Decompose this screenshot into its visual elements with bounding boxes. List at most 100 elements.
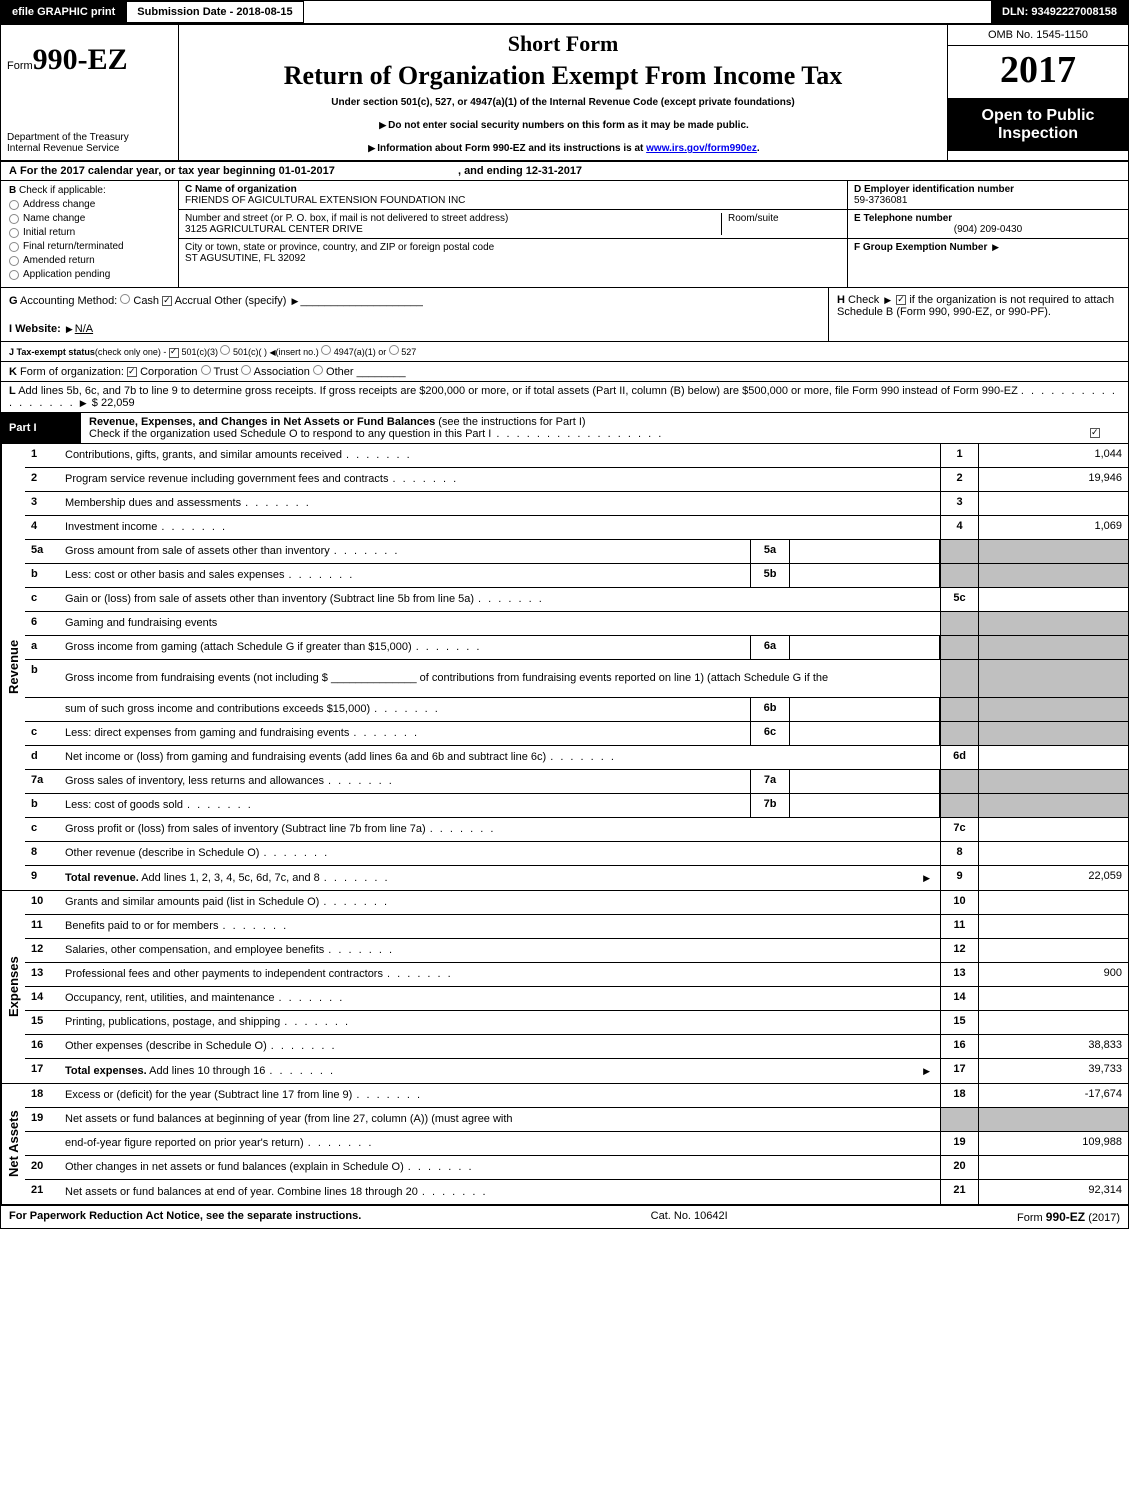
line-number: 14 xyxy=(25,987,61,1010)
amount-cell xyxy=(978,612,1128,635)
website-value: N/A xyxy=(75,323,93,335)
line-description: Gross profit or (loss) from sales of inv… xyxy=(61,818,940,841)
amount-cell: 1,069 xyxy=(978,516,1128,539)
b-label: B xyxy=(9,185,16,196)
right-line-number xyxy=(940,770,978,793)
527-radio[interactable] xyxy=(389,345,399,355)
501c-radio[interactable] xyxy=(220,345,230,355)
j-note: (check only one) - xyxy=(95,347,167,357)
part-i-badge: Part I xyxy=(1,413,81,443)
sub-line-value xyxy=(790,540,940,563)
street-label: Number and street (or P. O. box, if mail… xyxy=(185,213,721,224)
applicable-radio[interactable] xyxy=(9,242,19,252)
cash-radio[interactable] xyxy=(120,294,130,304)
line-k: K Form of organization: Corporation Trus… xyxy=(1,362,1128,382)
irs-url-link[interactable]: www.irs.gov/form990ez xyxy=(646,143,757,154)
line-description: Gross income from fundraising events (no… xyxy=(61,660,940,697)
part-i-note: (see the instructions for Part I) xyxy=(438,416,585,428)
assoc-radio[interactable] xyxy=(241,365,251,375)
short-form-title: Short Form xyxy=(189,31,937,57)
d-label: D Employer identification number xyxy=(854,184,1122,195)
right-line-number: 13 xyxy=(940,963,978,986)
net-assets-section: Net Assets 18Excess or (deficit) for the… xyxy=(1,1084,1128,1206)
dots xyxy=(187,799,253,811)
applicable-radio[interactable] xyxy=(9,270,19,280)
applicable-radio[interactable] xyxy=(9,214,19,224)
right-line-number xyxy=(940,698,978,721)
j-label: J Tax-exempt status xyxy=(9,347,95,357)
dots xyxy=(387,968,453,980)
amount-cell xyxy=(978,588,1128,611)
amount-cell: 900 xyxy=(978,963,1128,986)
amount-cell: 19,946 xyxy=(978,468,1128,491)
line-description: Net assets or fund balances at end of ye… xyxy=(61,1180,940,1204)
other-radio[interactable] xyxy=(313,365,323,375)
line-number: 15 xyxy=(25,1011,61,1034)
l-amount: $ 22,059 xyxy=(92,397,135,409)
sub-line-value xyxy=(790,794,940,817)
table-row: cGross profit or (loss) from sales of in… xyxy=(25,818,1128,842)
part-i-title-text: Revenue, Expenses, and Changes in Net As… xyxy=(89,416,435,428)
accrual-label: Accrual xyxy=(175,295,212,307)
line-description: Contributions, gifts, grants, and simila… xyxy=(61,444,940,467)
dots xyxy=(161,521,227,533)
amount-cell: 1,044 xyxy=(978,444,1128,467)
line-number: 13 xyxy=(25,963,61,986)
check-if-applicable: B Check if applicable: Address changeNam… xyxy=(1,181,179,287)
a-text: For the 2017 calendar year, or tax year … xyxy=(20,165,335,177)
efile-print-button[interactable]: efile GRAPHIC print xyxy=(1,1,126,23)
amount-cell xyxy=(978,987,1128,1010)
sub-line-label: 7b xyxy=(750,794,790,817)
dots xyxy=(491,428,663,440)
k-label: K xyxy=(9,366,17,378)
h-checkbox[interactable] xyxy=(896,295,906,305)
corp-checkbox[interactable] xyxy=(127,367,137,377)
right-line-number: 12 xyxy=(940,939,978,962)
treasury-dept: Department of the Treasury xyxy=(7,132,172,143)
line-number: c xyxy=(25,818,61,841)
applicable-radio[interactable] xyxy=(9,228,19,238)
submission-date: Submission Date - 2018-08-15 xyxy=(126,1,303,23)
line-description: Program service revenue including govern… xyxy=(61,468,940,491)
accrual-checkbox[interactable] xyxy=(162,296,172,306)
4947-radio[interactable] xyxy=(321,345,331,355)
check-label: Check if applicable: xyxy=(19,185,106,196)
applicable-label: Amended return xyxy=(23,255,95,266)
501c3-checkbox[interactable] xyxy=(169,348,179,358)
sub-line-label: 6c xyxy=(750,722,790,745)
part-i-header-row: Part I Revenue, Expenses, and Changes in… xyxy=(1,413,1128,444)
amount-cell xyxy=(978,915,1128,938)
right-line-number: 17 xyxy=(940,1059,978,1083)
sub-line-label: 6a xyxy=(750,636,790,659)
applicable-radio[interactable] xyxy=(9,200,19,210)
accounting-website-block: G Accounting Method: Cash Accrual Other … xyxy=(1,288,1128,342)
line-number: 6 xyxy=(25,612,61,635)
line-description: Less: cost or other basis and sales expe… xyxy=(61,564,750,587)
table-row: 17Total expenses. Add lines 10 through 1… xyxy=(25,1059,1128,1083)
h-label: H xyxy=(837,294,845,306)
501c-label: 501(c)( ) xyxy=(233,347,267,357)
checkbox-item: Initial return xyxy=(9,227,170,238)
schedule-o-checkbox[interactable] xyxy=(1090,428,1100,438)
dots xyxy=(346,449,412,461)
line-number: 4 xyxy=(25,516,61,539)
501c3-label: 501(c)(3) xyxy=(181,347,218,357)
info-line: Information about Form 990-EZ and its in… xyxy=(189,143,937,154)
trust-radio[interactable] xyxy=(201,365,211,375)
table-row: 13Professional fees and other payments t… xyxy=(25,963,1128,987)
corp-label: Corporation xyxy=(140,366,197,378)
line-number: 5a xyxy=(25,540,61,563)
line-description: Net assets or fund balances at beginning… xyxy=(61,1108,940,1131)
dots xyxy=(353,727,419,739)
l-text: Add lines 5b, 6c, and 7b to line 9 to de… xyxy=(18,385,1018,397)
info-prefix: Information about Form 990-EZ and its in… xyxy=(377,143,646,154)
cash-label: Cash xyxy=(133,295,159,307)
applicable-radio[interactable] xyxy=(9,256,19,266)
omb-number: OMB No. 1545-1150 xyxy=(948,25,1128,46)
line-number: b xyxy=(25,794,61,817)
right-line-number: 18 xyxy=(940,1084,978,1107)
table-row: aGross income from gaming (attach Schedu… xyxy=(25,636,1128,660)
right-line-number: 21 xyxy=(940,1180,978,1204)
a-label: A xyxy=(9,165,17,177)
right-line-number xyxy=(940,564,978,587)
